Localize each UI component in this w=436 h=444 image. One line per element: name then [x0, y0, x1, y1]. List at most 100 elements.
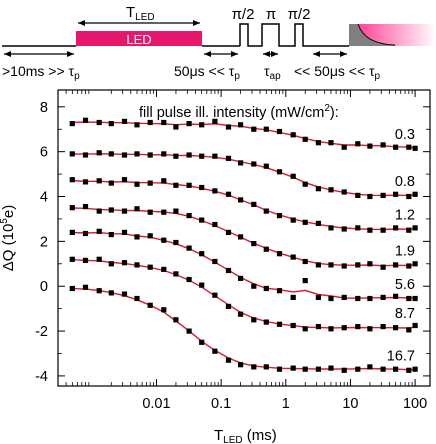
data-point — [341, 325, 347, 331]
data-point — [69, 151, 75, 157]
data-point — [406, 144, 412, 150]
series-label-1.9: 1.9 — [395, 244, 415, 260]
data-point — [161, 266, 167, 272]
data-point — [290, 322, 296, 329]
data-point — [341, 226, 347, 232]
data-point — [393, 293, 399, 299]
data-point — [108, 290, 114, 296]
data-point — [355, 141, 361, 147]
data-point — [225, 229, 232, 235]
pi-label: π — [266, 6, 276, 23]
data-point — [251, 283, 257, 289]
data-point — [341, 367, 347, 373]
y-tick-label: 8 — [40, 100, 48, 116]
data-point — [96, 208, 102, 214]
data-point — [238, 122, 244, 128]
data-point — [225, 155, 232, 161]
data-point — [225, 303, 232, 309]
timing-diagram: LED TLED π/2 π π/2 >10ms >> τp 50μs << τ… — [2, 4, 436, 82]
data-point — [380, 264, 386, 270]
data-point — [199, 282, 205, 288]
data-point — [82, 230, 89, 237]
data-point — [341, 189, 347, 195]
data-point — [302, 219, 308, 225]
data-point — [263, 126, 269, 132]
data-point — [225, 191, 232, 197]
data-point — [238, 275, 244, 281]
data-point — [355, 192, 361, 198]
data-point — [367, 261, 373, 267]
data-point — [412, 225, 418, 231]
x-tick-label: 100 — [403, 396, 427, 412]
data-point — [212, 221, 218, 228]
data-point — [393, 262, 399, 268]
fit-curve-0.8 — [72, 153, 416, 197]
data-point — [121, 118, 128, 124]
data-point — [380, 324, 386, 330]
data-point — [406, 227, 412, 233]
data-point — [212, 118, 218, 124]
data-point — [199, 251, 205, 257]
data-point — [238, 160, 244, 166]
data-point — [121, 208, 128, 214]
data-point — [251, 126, 257, 132]
data-point — [355, 324, 361, 330]
readout-decay-curve — [357, 23, 396, 46]
data-point — [173, 317, 179, 323]
data-point — [69, 205, 75, 211]
data-point — [328, 295, 334, 302]
data-point — [251, 241, 257, 247]
data-point — [69, 256, 75, 262]
data-point — [108, 151, 114, 157]
data-point — [186, 276, 192, 283]
data-point — [263, 163, 269, 169]
data-point — [302, 278, 308, 284]
data-point — [134, 181, 140, 187]
data-point — [238, 311, 244, 317]
data-point — [302, 136, 308, 142]
data-point — [225, 267, 232, 274]
data-point — [315, 294, 321, 300]
axis-ticks — [57, 90, 430, 386]
data-point — [82, 257, 89, 263]
fit-curve-8.7 — [72, 258, 416, 329]
data-point — [315, 262, 321, 268]
data-point — [69, 177, 75, 183]
data-point — [161, 237, 167, 243]
data-point — [238, 362, 244, 368]
data-point — [161, 119, 167, 126]
data-point — [69, 229, 75, 235]
x-axis-label: TLED (ms) — [214, 427, 277, 444]
led-pulse — [76, 31, 202, 46]
tau-ap-label: τap — [264, 63, 281, 82]
data-point — [96, 150, 102, 156]
y-axis-label: ΔQ (105e) — [0, 205, 17, 271]
data-point — [367, 295, 373, 302]
data-point — [380, 192, 386, 198]
data-point — [96, 119, 102, 126]
data-point — [69, 121, 75, 127]
data-point — [108, 261, 114, 267]
x-tick-label: 0.1 — [211, 396, 231, 412]
data-point — [147, 209, 153, 215]
data-point — [173, 208, 179, 214]
data-point — [341, 263, 347, 269]
data-point — [315, 220, 321, 226]
data-point — [96, 288, 102, 294]
y-tick-label: -4 — [35, 369, 48, 385]
data-point — [121, 291, 128, 297]
data-point — [355, 295, 361, 302]
data-point — [406, 193, 412, 200]
data-point — [393, 225, 399, 231]
fit-curve-16.7 — [72, 287, 416, 371]
data-point — [134, 206, 140, 212]
data-point — [406, 295, 412, 302]
data-point — [367, 364, 373, 370]
data-point — [380, 294, 386, 300]
data-point — [380, 142, 386, 148]
data-point — [380, 366, 386, 372]
data-point — [367, 326, 373, 332]
data-point — [328, 225, 334, 231]
data-points — [69, 117, 418, 373]
data-point — [276, 366, 283, 372]
